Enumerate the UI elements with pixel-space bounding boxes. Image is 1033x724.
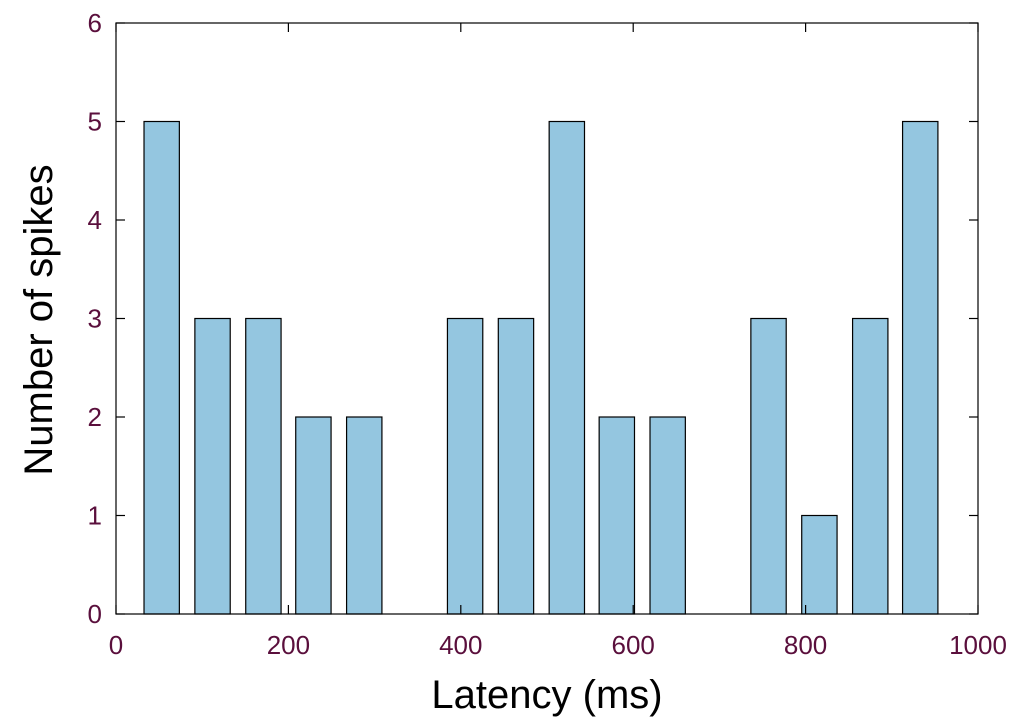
bar-5 [446,317,484,615]
y-tick-label-0: 0 [88,599,102,629]
bar-13 [901,120,939,615]
bar-0 [143,120,180,615]
ticks-group: 0 200 400 600 800 1000 0 1 2 3 4 5 6 [88,8,1007,660]
bar-9 [649,416,686,615]
x-tick-label-0: 0 [109,630,123,660]
x-tick-label-2: 400 [439,630,482,660]
y-tick-label-4: 4 [88,205,102,235]
x-tick-label-1: 200 [267,630,310,660]
bars-group [143,120,939,615]
y-tick-label-1: 1 [88,501,102,531]
bar-3 [295,416,332,615]
bar-12 [851,317,889,615]
bar-2 [245,317,282,615]
bar-11 [801,514,838,615]
bar-7 [548,120,586,615]
y-tick-label-5: 5 [88,107,102,137]
x-tick-label-3: 600 [612,630,655,660]
y-tick-label-2: 2 [88,402,102,432]
x-tick-label-4: 800 [784,630,827,660]
bar-1 [194,317,231,615]
y-tick-label-3: 3 [88,304,102,334]
y-axis-label: Number of spikes [17,164,61,475]
bar-6 [497,317,535,615]
bar-10 [750,317,787,615]
x-tick-label-5: 1000 [949,630,1007,660]
bar-4 [345,416,383,615]
x-axis-label: Latency (ms) [431,673,662,717]
bar-8 [598,416,636,615]
y-tick-label-6: 6 [88,8,102,38]
